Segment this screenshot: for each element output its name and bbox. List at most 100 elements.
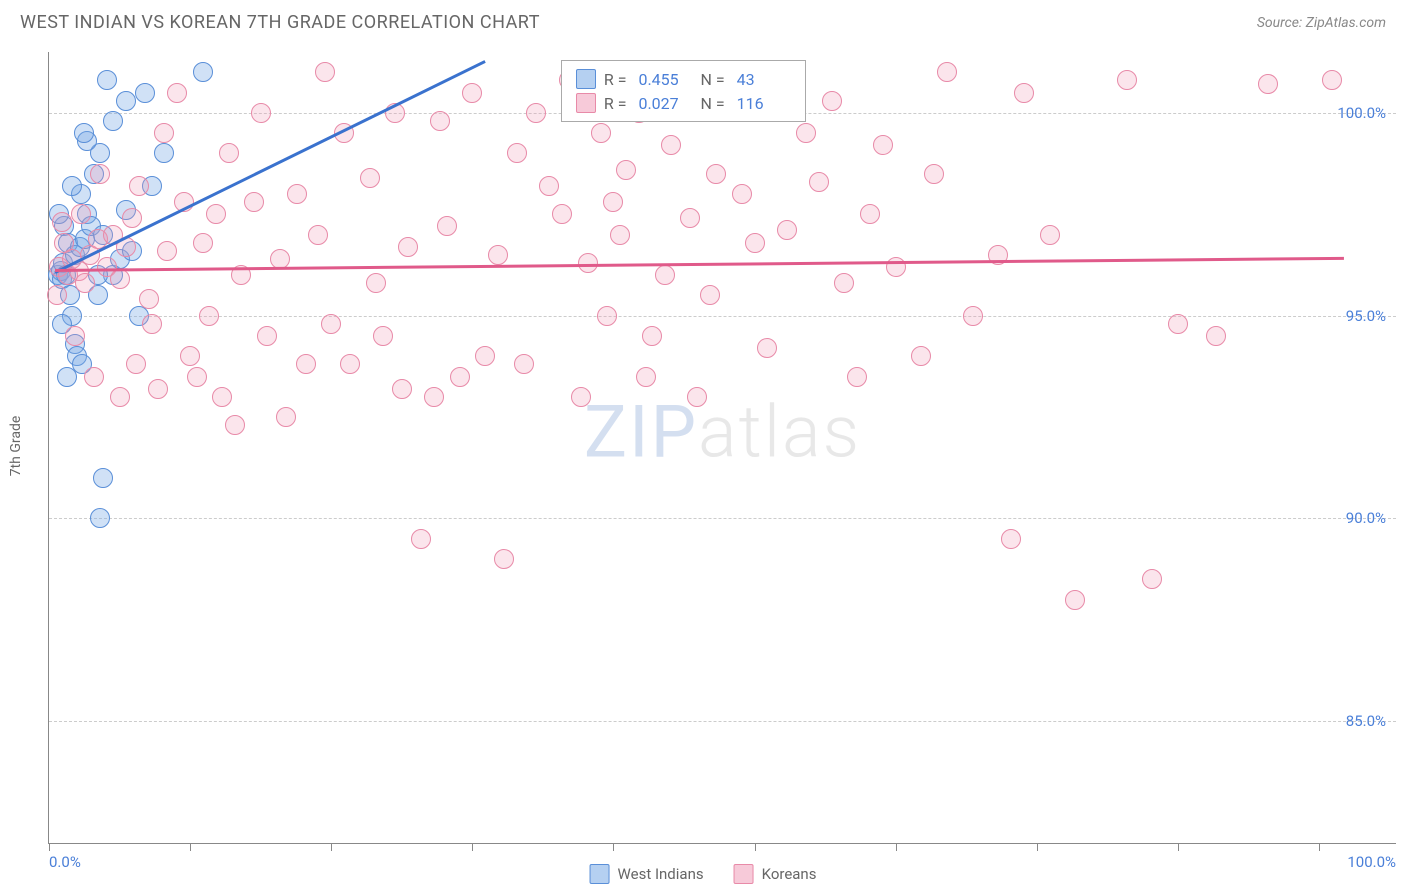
scatter-point-korean (1014, 83, 1034, 103)
xtick (755, 843, 756, 851)
xtick (331, 843, 332, 851)
scatter-point-korean (308, 225, 328, 245)
scatter-point-korean (706, 164, 726, 184)
legend-swatch-pink (734, 864, 754, 884)
scatter-point-west-indian (116, 91, 136, 111)
legend-r-label: R = (604, 94, 627, 113)
scatter-point-west-indian (62, 176, 82, 196)
scatter-point-korean (937, 62, 957, 82)
gridline (49, 518, 1396, 519)
scatter-point-korean (366, 273, 386, 293)
xtick (1319, 843, 1320, 851)
scatter-point-korean (822, 91, 842, 111)
scatter-point-korean (1001, 529, 1021, 549)
scatter-point-korean (90, 164, 110, 184)
watermark-atlas: atlas (698, 389, 861, 474)
legend-row: R =0.027N =116 (576, 91, 791, 115)
scatter-point-korean (110, 387, 130, 407)
scatter-point-korean (187, 367, 207, 387)
scatter-point-korean (180, 346, 200, 366)
gridline (49, 721, 1396, 722)
scatter-point-korean (126, 354, 146, 374)
x-axis-right-label: 100.0% (1347, 853, 1396, 871)
legend-n-label: N = (700, 94, 724, 113)
scatter-point-west-indian (193, 62, 213, 82)
scatter-point-korean (1040, 225, 1060, 245)
scatter-point-west-indian (74, 123, 94, 143)
scatter-point-korean (129, 176, 149, 196)
scatter-point-korean (340, 354, 360, 374)
scatter-chart: ZIPatlas 85.0%90.0%95.0%100.0%0.0%100.0%… (48, 52, 1396, 844)
xtick (1037, 843, 1038, 851)
scatter-point-korean (494, 549, 514, 569)
scatter-point-korean (139, 289, 159, 309)
gridline (49, 316, 1396, 317)
scatter-point-korean (1322, 70, 1342, 90)
legend-n-value: 43 (737, 70, 791, 89)
scatter-point-korean (437, 216, 457, 236)
scatter-point-korean (809, 172, 829, 192)
scatter-point-korean (757, 338, 777, 358)
scatter-point-korean (1168, 314, 1188, 334)
legend-item-west-indians: West Indians (590, 864, 704, 884)
ytick-label: 95.0% (1346, 307, 1386, 325)
legend-label-west-indians: West Indians (618, 865, 704, 883)
scatter-point-korean (834, 273, 854, 293)
scatter-point-korean (680, 208, 700, 228)
scatter-point-korean (360, 168, 380, 188)
legend-r-value: 0.027 (638, 94, 692, 113)
scatter-point-korean (52, 212, 72, 232)
source-name: ZipAtlas.com (1306, 15, 1386, 31)
scatter-point-korean (873, 135, 893, 155)
scatter-point-korean (860, 204, 880, 224)
scatter-point-korean (1117, 70, 1137, 90)
xtick (613, 843, 614, 851)
xtick (1178, 843, 1179, 851)
y-axis-label: 7th Grade (8, 416, 24, 477)
scatter-point-korean (777, 220, 797, 240)
legend-swatch (576, 93, 596, 113)
scatter-point-korean (71, 204, 91, 224)
trend-line-korean (55, 257, 1344, 272)
scatter-point-korean (687, 387, 707, 407)
legend-r-label: R = (604, 70, 627, 89)
scatter-point-korean (430, 111, 450, 131)
scatter-point-korean (75, 273, 95, 293)
scatter-point-korean (475, 346, 495, 366)
scatter-point-korean (206, 204, 226, 224)
scatter-point-korean (450, 367, 470, 387)
scatter-point-korean (321, 314, 341, 334)
legend-row: R =0.455N =43 (576, 67, 791, 91)
scatter-point-korean (886, 257, 906, 277)
xtick (472, 843, 473, 851)
xtick (190, 843, 191, 851)
xtick (49, 843, 50, 851)
scatter-point-korean (251, 103, 271, 123)
scatter-point-korean (603, 192, 623, 212)
scatter-point-korean (296, 354, 316, 374)
watermark-zip: ZIP (584, 389, 698, 474)
scatter-point-korean (796, 123, 816, 143)
x-axis-left-label: 0.0% (49, 853, 81, 871)
legend-label-koreans: Koreans (762, 865, 817, 883)
scatter-point-korean (122, 208, 142, 228)
ytick-label: 90.0% (1346, 509, 1386, 527)
scatter-point-korean (642, 326, 662, 346)
scatter-point-korean (225, 415, 245, 435)
scatter-point-korean (148, 379, 168, 399)
scatter-point-korean (315, 62, 335, 82)
correlation-legend: R =0.455N =43R =0.027N =116 (561, 60, 806, 122)
scatter-point-korean (212, 387, 232, 407)
legend-r-value: 0.455 (638, 70, 692, 89)
scatter-point-west-indian (97, 70, 117, 90)
scatter-point-korean (488, 245, 508, 265)
scatter-point-korean (597, 306, 617, 326)
scatter-point-west-indian (103, 111, 123, 131)
scatter-point-korean (398, 237, 418, 257)
scatter-point-korean (84, 367, 104, 387)
scatter-point-west-indian (93, 468, 113, 488)
legend-swatch (576, 69, 596, 89)
scatter-point-west-indian (154, 143, 174, 163)
scatter-point-korean (392, 379, 412, 399)
scatter-point-korean (154, 123, 174, 143)
